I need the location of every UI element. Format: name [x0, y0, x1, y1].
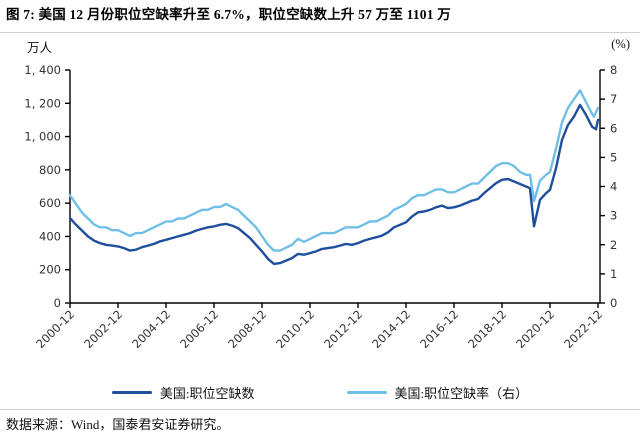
svg-text:200: 200	[39, 263, 61, 277]
chart-svg: 0 200 400 600 800 1, 000 1, 200 1, 400 0 1 2 3 4 5 6 7 8…	[24, 63, 617, 351]
legend-item-openings: 美国:职位空缺数	[111, 383, 255, 402]
x-axis-tick-labels: 2000-12 2002-12 2004-12 2006-12 2008-12 2010-…	[33, 307, 605, 351]
series-line-0	[68, 103, 600, 266]
svg-text:1: 1	[610, 267, 617, 281]
svg-text:0: 0	[610, 296, 617, 310]
left-axis-tick-labels: 0 200 400 600 800 1, 000 1, 200 1, 400	[24, 63, 61, 310]
svg-text:2002-12: 2002-12	[81, 307, 125, 351]
axis-lines	[65, 69, 605, 308]
svg-text:2004-12: 2004-12	[129, 307, 173, 351]
left-axis-unit-label: 万人	[27, 41, 53, 55]
svg-text:7: 7	[610, 92, 617, 106]
svg-text:4: 4	[610, 180, 617, 194]
svg-text:2016-12: 2016-12	[417, 307, 461, 351]
footer-divider	[0, 409, 640, 410]
chart-area: 0 200 400 600 800 1, 000 1, 200 1, 400 0 1 2 3 4 5 6 7 8…	[0, 52, 640, 382]
svg-text:8: 8	[610, 63, 617, 77]
svg-text:2: 2	[610, 238, 617, 252]
svg-text:2014-12: 2014-12	[369, 307, 413, 351]
svg-text:2000-12: 2000-12	[33, 307, 77, 351]
svg-text:400: 400	[39, 229, 61, 243]
svg-text:1, 000: 1, 000	[24, 130, 61, 144]
svg-text:0: 0	[54, 296, 61, 310]
legend-label-rate: 美国:职位空缺率（右）	[394, 386, 529, 401]
svg-text:2012-12: 2012-12	[321, 307, 365, 351]
right-axis-tick-labels: 0 1 2 3 4 5 6 7 8	[610, 63, 617, 310]
svg-text:5: 5	[610, 150, 617, 164]
svg-text:2022-12: 2022-12	[561, 307, 605, 351]
svg-text:6: 6	[610, 121, 617, 135]
legend-label-openings: 美国:职位空缺数	[159, 386, 255, 401]
svg-text:2008-12: 2008-12	[225, 307, 269, 351]
title-divider	[0, 32, 640, 33]
svg-text:2010-12: 2010-12	[273, 307, 317, 351]
svg-text:2006-12: 2006-12	[177, 307, 221, 351]
svg-text:1, 400: 1, 400	[24, 63, 61, 77]
right-axis-unit-label: (%)	[611, 37, 630, 51]
svg-text:3: 3	[610, 209, 617, 223]
legend-line-swatch-dark	[111, 391, 152, 394]
chart-legend: 美国:职位空缺数 美国:职位空缺率（右）	[0, 383, 640, 402]
figure-title: 图 7: 美国 12 月份职位空缺率升至 6.7%，职位空缺数上升 57 万至 …	[6, 7, 451, 22]
data-source-note: 数据来源：Wind，国泰君安证券研究。	[6, 417, 230, 432]
svg-text:800: 800	[39, 163, 61, 177]
legend-line-swatch-light	[346, 391, 387, 394]
svg-text:1, 200: 1, 200	[24, 96, 61, 110]
svg-text:600: 600	[39, 196, 61, 210]
legend-item-rate: 美国:职位空缺率（右）	[346, 383, 529, 402]
svg-text:2018-12: 2018-12	[465, 307, 509, 351]
series-line-1	[68, 89, 600, 252]
svg-text:2020-12: 2020-12	[513, 307, 557, 351]
